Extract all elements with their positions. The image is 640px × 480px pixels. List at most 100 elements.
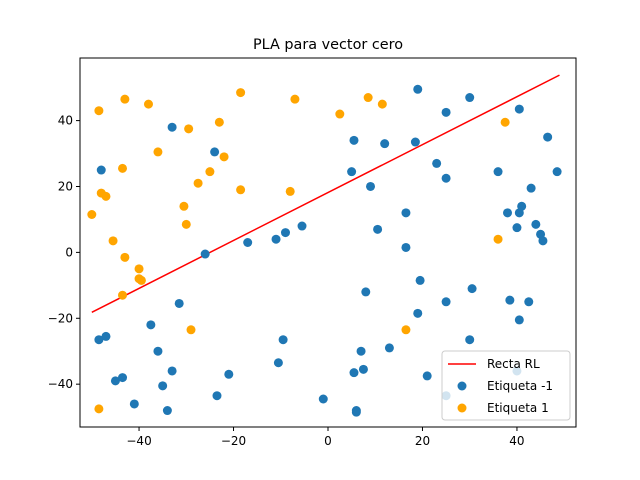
point-series-0-16 (224, 369, 234, 379)
point-series-0-25 (349, 135, 359, 145)
point-series-0-51 (493, 167, 503, 177)
point-series-1-26 (335, 109, 345, 119)
point-series-0-39 (413, 84, 423, 94)
point-series-0-54 (512, 223, 522, 233)
point-series-0-18 (271, 234, 281, 244)
point-series-1-21 (219, 152, 229, 162)
point-series-1-0 (87, 209, 97, 219)
y-tick-label: −40 (48, 377, 73, 391)
point-series-1-22 (236, 88, 246, 98)
point-series-0-61 (526, 183, 536, 193)
point-series-0-1 (94, 335, 104, 345)
point-series-1-18 (193, 178, 203, 188)
point-series-0-19 (273, 358, 283, 368)
point-series-1-11 (136, 275, 146, 285)
point-series-0-35 (384, 343, 394, 353)
point-series-1-32 (94, 404, 104, 414)
point-series-1-4 (108, 236, 118, 246)
point-series-0-49 (467, 284, 477, 294)
legend-label-etiqueta-neg1: Etiqueta -1 (487, 379, 553, 393)
point-series-1-15 (181, 219, 191, 229)
point-series-1-30 (493, 234, 503, 244)
legend-marker-etiqueta-1 (457, 403, 467, 413)
point-series-0-20 (278, 335, 288, 345)
point-series-0-2 (101, 331, 111, 341)
point-series-1-7 (120, 252, 130, 262)
point-series-0-9 (162, 406, 172, 416)
point-series-0-10 (167, 122, 177, 132)
y-tick-label: 40 (58, 114, 73, 128)
point-series-1-16 (184, 124, 194, 134)
point-series-0-53 (505, 295, 515, 305)
point-series-0-5 (129, 399, 139, 409)
x-tick-label: 40 (509, 434, 524, 448)
point-series-1-8 (118, 290, 128, 300)
point-series-0-4 (118, 373, 128, 383)
y-axis: −40 −20 0 20 40 (48, 114, 80, 391)
legend-label-line: Recta RL (487, 357, 540, 371)
regression-line (91, 74, 560, 314)
legend-label-etiqueta-1: Etiqueta 1 (487, 401, 549, 415)
point-series-0-30 (358, 364, 368, 374)
point-series-0-38 (410, 137, 420, 147)
x-axis: −40 −20 0 20 40 (126, 427, 525, 448)
point-series-0-12 (174, 298, 184, 308)
point-series-0-24 (347, 167, 357, 177)
point-series-1-25 (290, 94, 300, 104)
legend-box (441, 350, 571, 421)
point-series-0-7 (153, 346, 163, 356)
x-tick-label: −20 (221, 434, 246, 448)
point-series-0-28 (351, 407, 361, 417)
point-series-1-31 (500, 117, 510, 127)
point-series-1-3 (101, 191, 111, 201)
point-series-1-1 (94, 106, 104, 116)
point-series-0-32 (366, 181, 376, 191)
point-series-0-14 (210, 147, 220, 157)
point-series-0-58 (517, 201, 527, 211)
point-series-0-46 (441, 297, 451, 307)
point-series-0-13 (200, 249, 210, 259)
point-series-0-62 (531, 219, 541, 229)
point-series-0-56 (514, 104, 524, 114)
point-series-1-5 (118, 163, 128, 173)
point-series-1-24 (285, 186, 295, 196)
point-series-0-31 (361, 287, 371, 297)
point-series-0-40 (413, 308, 423, 318)
legend-marker-etiqueta-neg1 (457, 381, 467, 391)
point-series-0-37 (401, 242, 411, 252)
point-series-0-59 (514, 315, 524, 325)
y-tick-label: −20 (48, 311, 73, 325)
point-series-0-60 (524, 297, 534, 307)
point-series-0-36 (401, 208, 411, 218)
point-series-0-26 (349, 368, 359, 378)
point-series-0-42 (422, 371, 432, 381)
point-series-0-52 (503, 208, 513, 218)
point-series-1-19 (205, 167, 215, 177)
chart-title: PLA para vector cero (253, 37, 403, 53)
point-series-0-15 (212, 391, 222, 401)
x-tick-label: 0 (324, 434, 332, 448)
point-series-0-43 (432, 158, 442, 168)
point-series-0-0 (96, 165, 106, 175)
point-series-0-44 (441, 107, 451, 117)
point-series-1-23 (236, 185, 246, 195)
legend: Recta RL Etiqueta -1 Etiqueta 1 (441, 350, 571, 421)
point-series-0-17 (243, 238, 253, 247)
point-series-1-13 (153, 147, 163, 157)
x-tick-label: −40 (126, 434, 151, 448)
point-series-0-29 (356, 346, 366, 356)
x-tick-label: 20 (415, 434, 430, 448)
point-series-0-64 (538, 236, 548, 246)
point-series-0-8 (158, 381, 168, 391)
point-series-0-3 (110, 376, 120, 386)
point-series-0-33 (373, 224, 383, 234)
point-series-1-20 (214, 117, 224, 127)
point-series-0-65 (543, 132, 553, 142)
point-series-0-50 (465, 335, 475, 345)
point-series-0-41 (415, 275, 425, 285)
point-series-0-21 (280, 228, 290, 238)
point-series-1-27 (363, 93, 373, 103)
point-series-0-66 (552, 167, 562, 177)
y-tick-label: 0 (65, 245, 73, 259)
